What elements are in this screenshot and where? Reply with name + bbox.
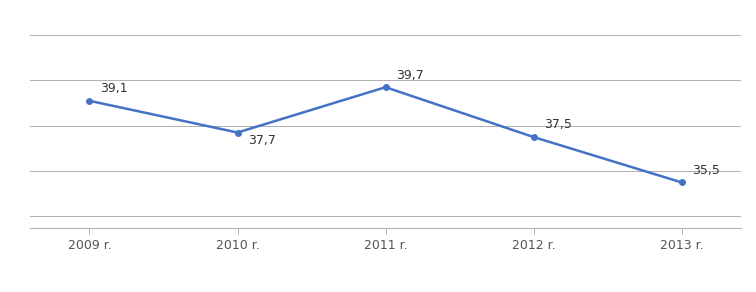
Text: 39,1: 39,1 [100,82,128,95]
Text: 37,5: 37,5 [544,118,572,131]
Text: 37,7: 37,7 [248,134,276,147]
Text: 35,5: 35,5 [692,164,720,177]
Text: 39,7: 39,7 [396,69,423,81]
